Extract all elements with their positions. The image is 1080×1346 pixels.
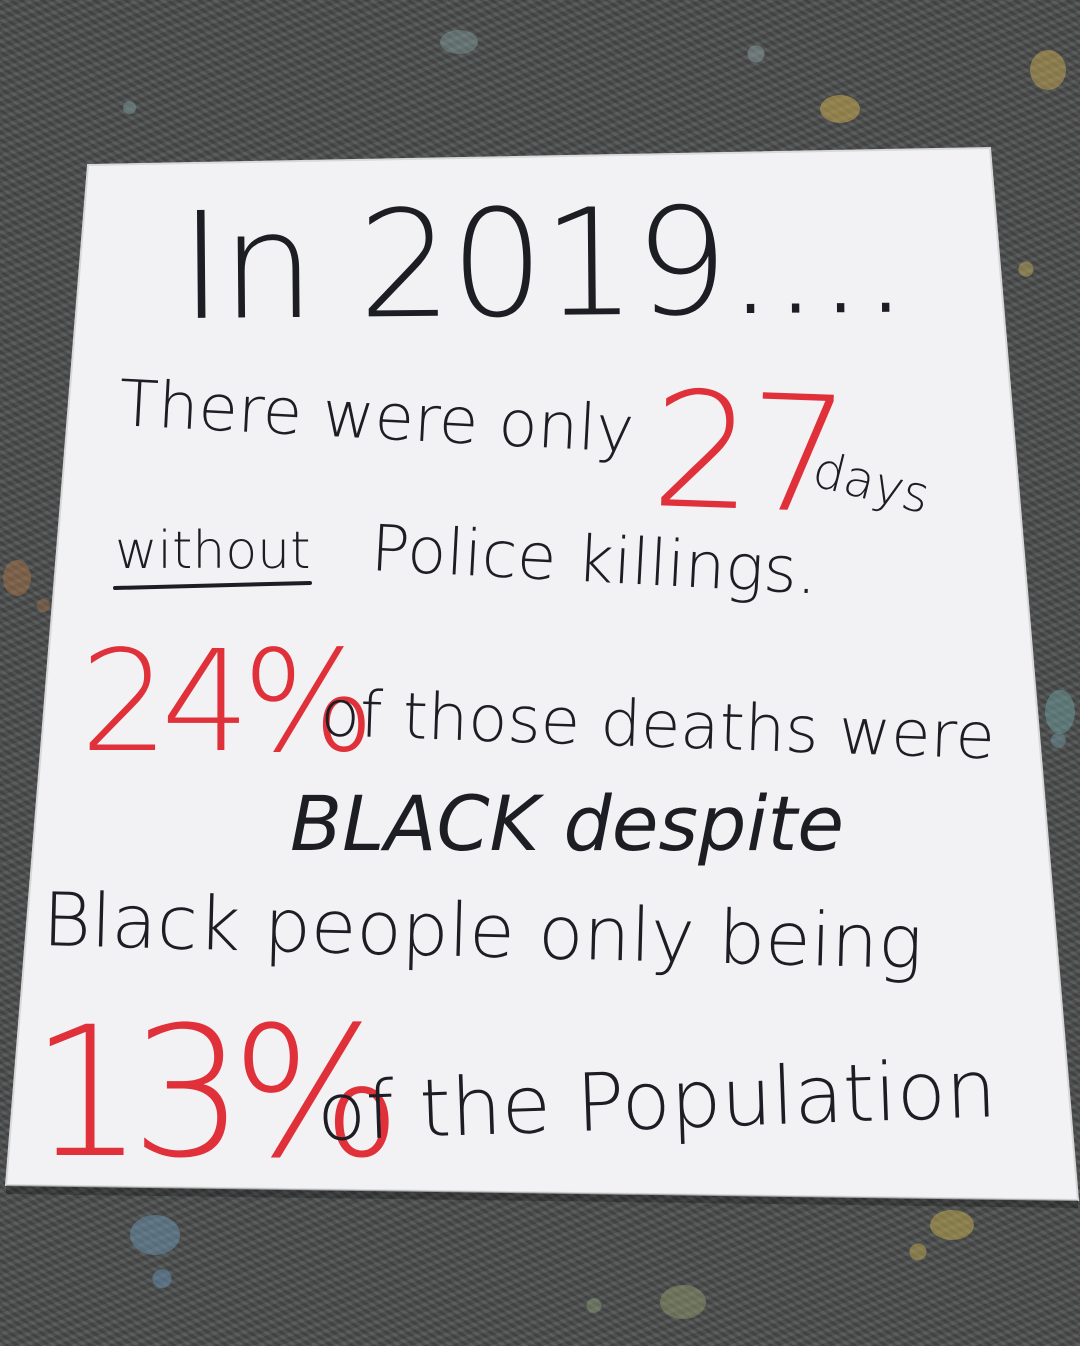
heading-text: In 2019.... bbox=[179, 175, 908, 353]
carpet-fleck bbox=[1030, 50, 1066, 90]
without-word: without bbox=[115, 521, 310, 581]
percent-13: 13% bbox=[30, 989, 389, 1198]
carpet-fleck bbox=[3, 560, 31, 596]
paper-sheet bbox=[4, 146, 1080, 1202]
days-count: 27 bbox=[649, 356, 847, 550]
carpet-fleck bbox=[660, 1285, 706, 1319]
carpet-fleck bbox=[820, 95, 860, 123]
black-despite-text: BLACK despite bbox=[290, 779, 844, 868]
carpet-fleck bbox=[440, 30, 478, 54]
paper-shadow bbox=[6, 1185, 1078, 1208]
line-population: 13% of the Population bbox=[30, 989, 998, 1198]
carpet-fleck bbox=[1045, 690, 1075, 734]
carpet-fleck bbox=[130, 1215, 180, 1255]
heading-line: In 2019.... bbox=[179, 175, 908, 353]
line-black-despite: BLACK despite bbox=[290, 779, 844, 868]
percent-24: 24% bbox=[80, 621, 367, 784]
carpet-fleck bbox=[930, 1210, 974, 1240]
without-underline bbox=[113, 581, 312, 590]
